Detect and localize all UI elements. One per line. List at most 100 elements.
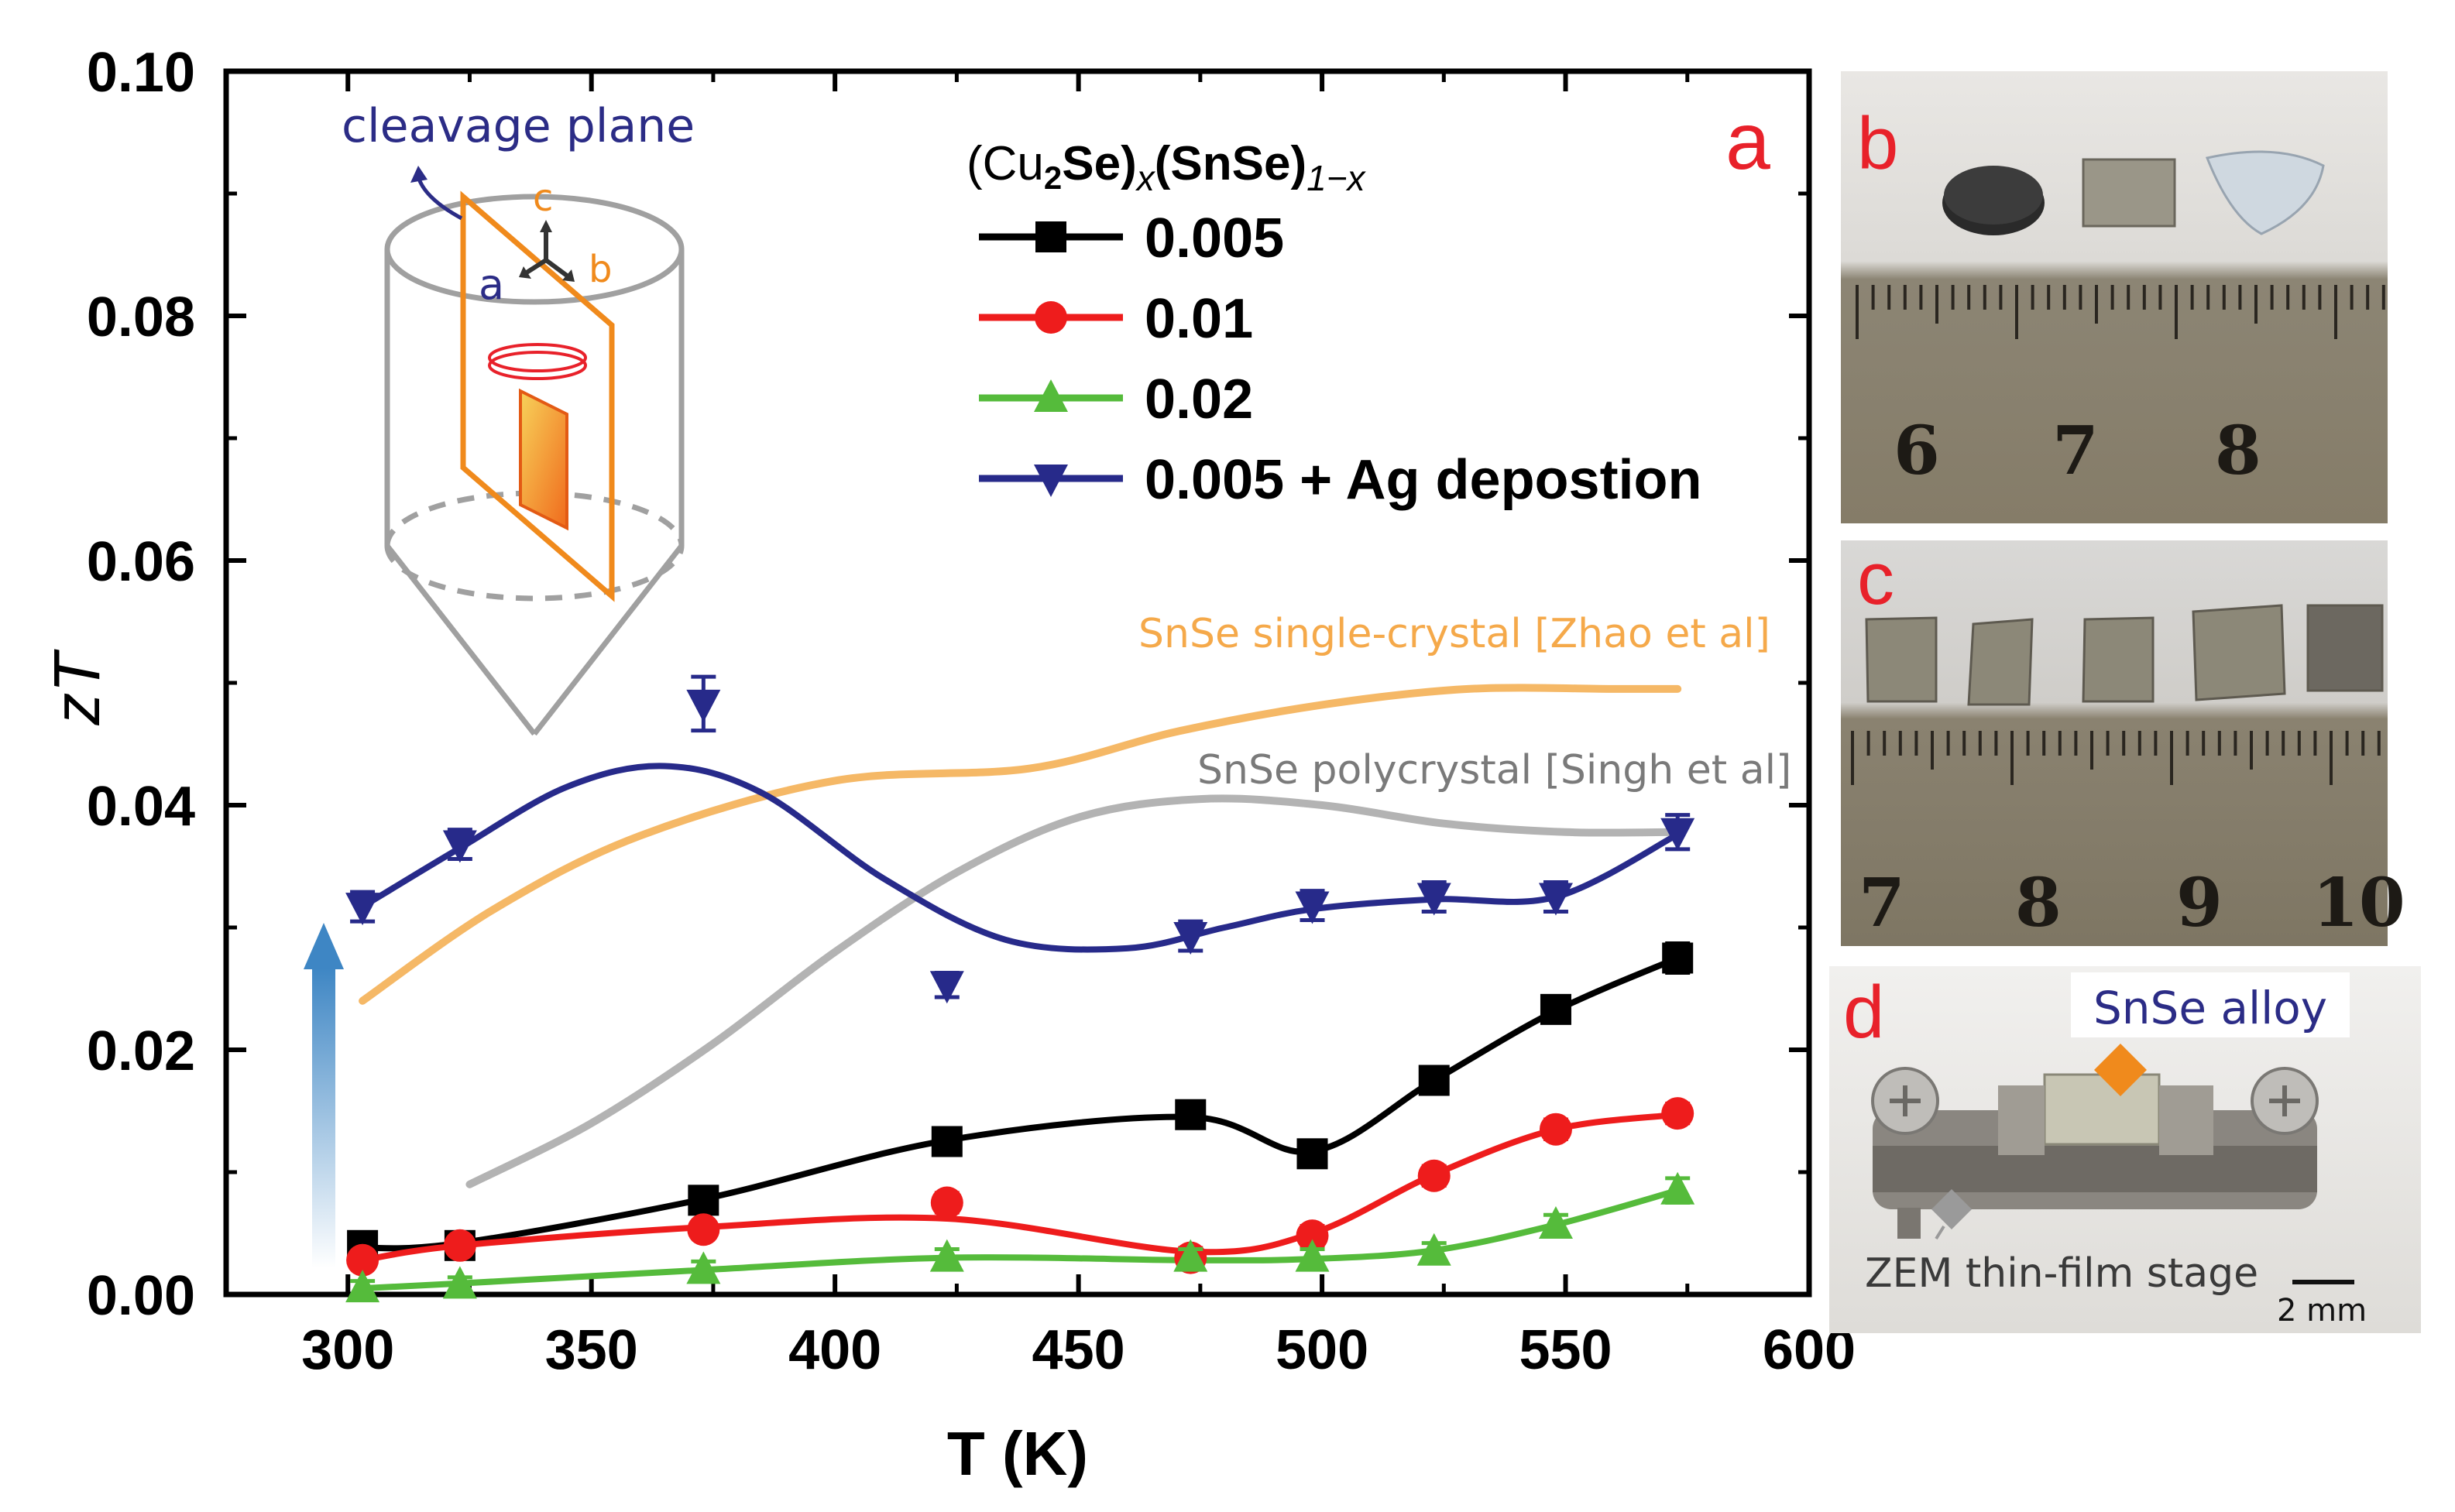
ruler-ticks-b (1856, 285, 2385, 339)
legend-title-part: (SnSe) (1155, 137, 1306, 190)
panel-label-a: a (1725, 97, 1770, 187)
cylinder-icon (384, 194, 685, 736)
y-tick-labels: 0.00 0.02 0.04 0.06 0.08 0.10 (87, 42, 195, 1327)
ref-label-polycrystal: SnSe polycrystal [Singh et al] (1197, 747, 1791, 794)
legend: (Cu2Se)x(SnSe)1−x 0.005 0.01 0.02 0.005 + A… (967, 137, 1702, 511)
legend-label: 0.005 (1145, 207, 1284, 269)
data-point-series-0 (931, 1126, 963, 1157)
data-point-series-3 (1295, 891, 1330, 924)
data-point-series-1 (1296, 1219, 1329, 1253)
alloy-label: SnSe alloy (2093, 982, 2327, 1034)
data-point-series-0 (1662, 942, 1694, 974)
data-point-series-2 (1173, 1239, 1208, 1272)
bar-samples-icon (1865, 604, 2384, 706)
stage-marker-line (1935, 1225, 1945, 1240)
legend-items: 0.005 0.01 0.02 0.005 + Ag depostion (979, 207, 1702, 511)
data-point-series-3 (929, 971, 964, 1004)
legend-marker (1034, 379, 1068, 412)
data-point-series-2 (929, 1239, 964, 1272)
legend-label: 0.02 (1145, 369, 1253, 430)
fit-curve-2 (359, 1187, 1681, 1292)
alloy-label-box (2071, 972, 2350, 1037)
legend-label: 0.005 + Ag depostion (1145, 449, 1702, 511)
cleavage-plane-icon (410, 166, 615, 602)
legend-marker (1034, 465, 1068, 497)
data-point-series-1 (930, 1186, 963, 1219)
legend-marker (1035, 221, 1066, 252)
y-tick-label: 0.04 (87, 776, 195, 838)
ref-label-single-crystal: SnSe single-crystal [Zhao et al] (1138, 611, 1770, 657)
data-point-series-0 (1418, 1065, 1450, 1096)
legend-title-sub: x (1135, 158, 1156, 198)
panel-label-b: b (1857, 102, 1898, 185)
data-points (345, 674, 1695, 1303)
data-point-series-1 (443, 1229, 476, 1262)
data-point-series-3 (1538, 883, 1573, 916)
y-tick-label: 0.02 (87, 1020, 195, 1082)
fit-curve-0 (359, 955, 1681, 1252)
data-point-series-1 (346, 1243, 379, 1277)
data-point-series-2 (1660, 1171, 1695, 1205)
fit-curve-1 (359, 1111, 1681, 1263)
y-tick-label: 0.06 (87, 531, 195, 593)
x-tick-label: 350 (545, 1319, 638, 1381)
data-point-series-0 (1540, 993, 1571, 1025)
data-point-series-2 (1416, 1233, 1451, 1266)
x-axis-label: T (K) (947, 1419, 1088, 1488)
pellet-top (1944, 166, 2043, 225)
ruler-number: 9 (2176, 864, 2223, 942)
ruler-number: 8 (2015, 864, 2062, 942)
increase-arrow-icon (304, 923, 344, 1268)
data-point-series-2 (686, 1251, 721, 1284)
data-point-series-0 (1175, 1099, 1207, 1130)
legend-label: 0.01 (1145, 288, 1253, 350)
legend-title-sub: 1−x (1306, 158, 1366, 198)
y-tick-label: 0.10 (87, 42, 195, 104)
scale-label: 2 mm (2277, 1293, 2367, 1329)
alloy-marker-icon (2094, 1044, 2147, 1096)
block-sample-icon (2082, 158, 2176, 228)
data-point-series-3 (1416, 883, 1451, 916)
axis-label-a: a (479, 260, 504, 309)
x-tick-label: 450 (1032, 1319, 1125, 1381)
x-tick-label: 500 (1276, 1319, 1368, 1381)
crystal-axes-icon (519, 220, 575, 282)
y-tick-label: 0.00 (87, 1265, 195, 1327)
legend-marker (1035, 301, 1067, 334)
panel-a-chart: 0.00 0.02 0.04 0.06 0.08 0.10 300 350 400 450 500… (40, 42, 1856, 1488)
data-point-series-0 (688, 1185, 719, 1216)
data-point-series-2 (1538, 1205, 1573, 1239)
axis-ticks (226, 69, 1811, 1297)
ruler-ticks-c (1851, 731, 2381, 785)
stage-label: ZEM thin-film stage (1865, 1250, 2258, 1297)
data-point-series-0 (1296, 1138, 1328, 1170)
x-tick-label: 550 (1519, 1319, 1612, 1381)
panel-c-photo: c 7 8 9 10 (1841, 537, 2405, 946)
panel-label-d: d (1843, 971, 1884, 1054)
legend-title-sub: 2 (1044, 159, 1062, 196)
data-point-series-3 (686, 689, 721, 722)
ruler-number: 7 (1859, 864, 1905, 942)
data-point-series-2 (442, 1266, 477, 1299)
inset-title: cleavage plane (342, 99, 695, 153)
reference-curves (359, 684, 1682, 1188)
legend-title-part: Se) (1062, 137, 1136, 190)
ruler-number: 6 (1894, 412, 1940, 490)
data-point-series-3 (1660, 818, 1695, 851)
data-point-series-1 (1417, 1159, 1451, 1192)
data-point-series-3 (442, 830, 477, 863)
ruler-number: 10 (2313, 864, 2405, 942)
y-axis-label: zT (40, 649, 113, 726)
x-tick-labels: 300 350 400 450 500 550 600 (301, 1319, 1856, 1381)
reference-curve-1 (465, 794, 1682, 1188)
panel-d-photo: SnSe alloy ZEM thin-film stage 2 mm d (1829, 966, 2421, 1333)
reference-curve-0 (359, 684, 1682, 1005)
axis-label-b: b (589, 248, 612, 291)
y-tick-label: 0.08 (87, 286, 195, 348)
data-point-series-1 (1539, 1113, 1572, 1146)
legend-title-part: (Cu (967, 137, 1044, 190)
axis-label-c: c (533, 177, 553, 220)
stage-marker-icon (1931, 1189, 1972, 1229)
x-tick-label: 300 (301, 1319, 394, 1381)
